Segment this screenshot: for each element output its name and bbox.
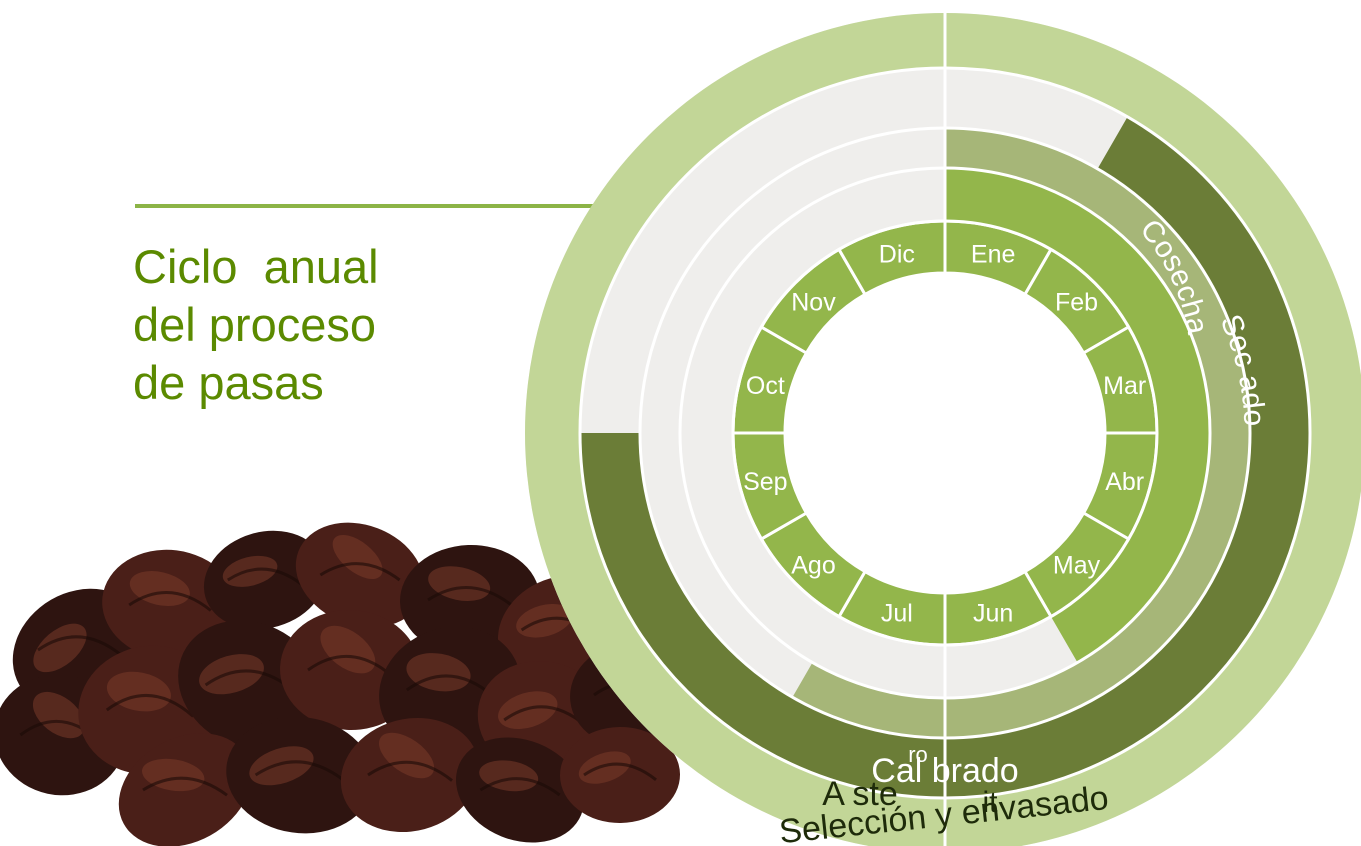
- title-line-3: de pasas: [133, 356, 324, 409]
- raisin: [340, 717, 480, 833]
- raisin: [226, 716, 374, 834]
- ring-separator: [731, 219, 1159, 647]
- month-label-dic: Dic: [879, 240, 915, 268]
- phase-band-1: [945, 168, 1210, 663]
- month-label-mar: Mar: [1103, 372, 1146, 400]
- raisin: [456, 737, 584, 843]
- raisin: [295, 522, 425, 628]
- month-label-oct: Oct: [746, 372, 785, 400]
- month-label-may: May: [1053, 552, 1101, 580]
- raisin-pile-image: [0, 522, 690, 846]
- ring-separator: [638, 126, 1252, 740]
- title-rule: [135, 204, 605, 208]
- month-label-jul: Jul: [881, 600, 913, 628]
- ring-separator: [678, 166, 1212, 700]
- month-label-feb: Feb: [1055, 288, 1098, 316]
- raisin: [203, 530, 327, 630]
- title-line-2: del proceso: [133, 298, 376, 351]
- month-label-jun: Jun: [973, 600, 1013, 628]
- month-label-ene: Ene: [971, 240, 1015, 268]
- title-line-1: Ciclo anual: [133, 240, 379, 293]
- ring-separator: [578, 66, 1312, 800]
- month-label-abr: Abr: [1105, 468, 1144, 496]
- month-label-ago: Ago: [791, 552, 835, 580]
- label-fragment-1: ro: [908, 742, 928, 767]
- phase-label-calibrado: Cal brado: [871, 752, 1018, 790]
- month-label-sep: Sep: [743, 468, 787, 496]
- label-fragment-3: it: [983, 786, 999, 819]
- label-fragment-2: A ste: [822, 775, 898, 813]
- raisin: [118, 733, 252, 846]
- raisin: [560, 726, 680, 824]
- page-title: Ciclo anual del proceso de pasas: [133, 238, 473, 412]
- month-label-nov: Nov: [791, 288, 836, 316]
